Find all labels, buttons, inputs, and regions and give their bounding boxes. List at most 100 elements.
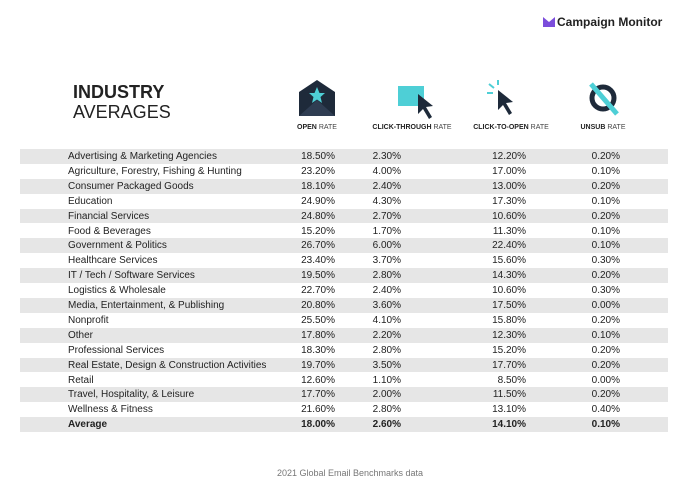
cursor-icon — [487, 80, 513, 115]
rate-cell: 2.80% — [372, 270, 401, 282]
rate-cell: 22.40% — [492, 240, 526, 252]
rate-cell: 0.20% — [591, 210, 620, 222]
rate-cell: 17.50% — [492, 300, 526, 311]
rate-cell: 0.10% — [591, 240, 620, 252]
rate-cell: 2.30% — [372, 151, 401, 162]
rate-cell: 15.20% — [301, 225, 335, 237]
industry-name: Healthcare Services — [68, 255, 158, 267]
rate-cell: 8.50% — [497, 374, 526, 386]
rate-cell: 24.80% — [301, 210, 335, 222]
rate-cell: 2.70% — [372, 210, 401, 222]
rate-cell: 15.20% — [492, 344, 526, 356]
header-light: RATE — [318, 124, 337, 131]
header-light: RATE — [530, 124, 549, 131]
rate-cell: 2.00% — [372, 389, 401, 401]
rate-cell: 6.00% — [372, 240, 401, 252]
rate-cell: 0.30% — [591, 285, 620, 297]
rate-cell: 25.50% — [301, 314, 335, 326]
table-row: IT / Tech / Software Services 19.50% 2.80%… — [20, 268, 668, 284]
rate-cell: 11.30% — [492, 225, 526, 237]
industry-name: Travel, Hospitality, & Leisure — [68, 389, 195, 401]
column-header: UNSUB RATE — [533, 124, 673, 131]
brand-name: Campaign Monitor — [557, 15, 663, 29]
rate-cell: 2.20% — [372, 329, 401, 341]
rate-cell: 17.30% — [492, 195, 526, 207]
table-row: Other 17.80% 2.20% 12.30% 0.10% — [20, 327, 668, 343]
rate-cell: 19.70% — [301, 359, 335, 371]
industry-name: Average — [68, 419, 108, 431]
rate-cell: 0.30% — [591, 255, 620, 267]
rate-cell: 0.00% — [591, 300, 620, 311]
industry-name: Real Estate, Design & Construction Activ… — [68, 359, 267, 371]
rate-cell: 23.40% — [301, 255, 335, 267]
rate-cell: 0.20% — [591, 389, 620, 401]
rate-cell: 0.10% — [591, 225, 620, 237]
industry-name: Government & Politics — [68, 240, 167, 252]
rate-cell: 14.30% — [492, 270, 526, 282]
rate-cell: 1.70% — [372, 225, 401, 237]
rate-cell: 1.10% — [372, 374, 401, 386]
industry-name: Retail — [68, 374, 94, 386]
table-row: Professional Services 18.30% 2.80% 15.20% 0.… — [20, 343, 668, 358]
rate-cell: 4.00% — [372, 165, 401, 177]
rate-cell: 0.20% — [591, 180, 620, 192]
industry-name: Logistics & Wholesale — [68, 285, 166, 297]
column-header: OPEN RATE — [247, 124, 387, 131]
table-row: Financial Services 24.80% 2.70% 10.60% 0.20% — [20, 208, 668, 224]
header-bold: CLICK-TO-OPEN — [473, 124, 529, 131]
title-line: AVERAGES — [73, 102, 171, 122]
rate-cell: 23.20% — [301, 165, 335, 177]
rate-cell: 0.10% — [591, 329, 620, 341]
rate-cell: 17.80% — [301, 329, 335, 341]
rate-cell: 12.30% — [492, 329, 526, 341]
industry-name: IT / Tech / Software Services — [68, 270, 195, 282]
brand-logo — [543, 17, 555, 27]
industry-name: Wellness & Fitness — [68, 404, 153, 416]
rate-cell: 17.00% — [492, 165, 526, 177]
rate-cell: 0.20% — [591, 359, 620, 371]
table-row: Government & Politics 26.70% 6.00% 22.40% 0.… — [20, 238, 668, 254]
rate-cell: 2.40% — [372, 180, 401, 192]
table-row: Food & Beverages 15.20% 1.70% 11.30% 0.10% — [20, 224, 668, 239]
rate-cell: 3.60% — [372, 300, 401, 311]
table-row: Education 24.90% 4.30% 17.30% 0.10% — [20, 194, 668, 209]
rate-cell: 18.00% — [301, 419, 335, 431]
industry-name: Consumer Packaged Goods — [68, 180, 194, 192]
table-row: Nonprofit 25.50% 4.10% 15.80% 0.20% — [20, 313, 668, 328]
industry-name: Professional Services — [68, 344, 165, 356]
rate-cell: 19.50% — [301, 270, 335, 282]
rate-cell: 3.70% — [372, 255, 401, 267]
rate-cell: 24.90% — [301, 195, 335, 207]
industry-name: Media, Entertainment, & Publishing — [68, 300, 225, 311]
header-bold: OPEN — [297, 124, 317, 131]
click-icon — [398, 86, 433, 119]
rate-cell: 4.10% — [372, 314, 401, 326]
rate-cell: 12.60% — [301, 374, 335, 386]
rate-cell: 26.70% — [301, 240, 335, 252]
footer: 2021 Global Email Benchmarks data — [276, 468, 424, 478]
rate-cell: 3.50% — [372, 359, 401, 371]
rate-cell: 0.20% — [591, 270, 620, 282]
rate-cell: 15.60% — [492, 255, 526, 267]
rate-cell: 2.60% — [372, 419, 401, 431]
table-row: Consumer Packaged Goods 18.10% 2.40% 13.00%… — [20, 178, 668, 194]
rate-cell: 14.10% — [492, 419, 526, 431]
title-line: INDUSTRY — [73, 82, 165, 102]
rate-cell: 18.30% — [301, 344, 335, 356]
rate-cell: 21.60% — [301, 404, 335, 416]
table-row: Retail 12.60% 1.10% 8.50% 0.00% — [20, 373, 668, 388]
rate-cell: 0.00% — [591, 374, 620, 386]
industry-name: Financial Services — [68, 210, 150, 222]
table-row: Media, Entertainment, & Publishing 20.80%… — [20, 298, 668, 313]
header-light: RATE — [433, 124, 452, 131]
rate-cell: 2.80% — [372, 344, 401, 356]
open-icon — [299, 80, 335, 116]
table-row: Real Estate, Design & Construction Activ… — [20, 357, 668, 373]
table-row: Logistics & Wholesale 22.70% 2.40% 10.60% 0.… — [20, 283, 668, 298]
rate-cell: 10.60% — [492, 210, 526, 222]
rate-cell: 18.50% — [301, 151, 335, 162]
industry-name: Other — [68, 329, 94, 341]
unsub-icon — [589, 82, 619, 116]
rate-cell: 13.00% — [492, 180, 526, 192]
rate-cell: 0.10% — [591, 419, 620, 431]
